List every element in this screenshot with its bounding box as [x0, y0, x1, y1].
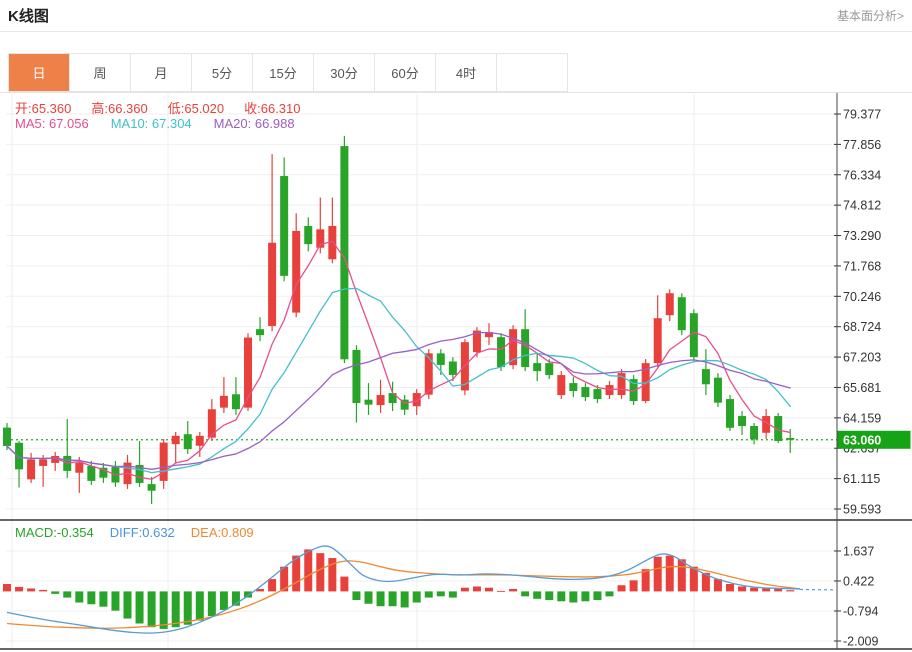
svg-text:70.246: 70.246 — [843, 290, 881, 304]
ma10-line — [7, 288, 790, 472]
svg-text:65.681: 65.681 — [843, 381, 881, 395]
svg-text:-2.009: -2.009 — [843, 635, 878, 649]
svg-text:64.159: 64.159 — [843, 411, 881, 425]
tab-5min[interactable]: 5分 — [192, 54, 253, 91]
tab-4hour[interactable]: 4时 — [436, 54, 497, 91]
svg-text:67.203: 67.203 — [843, 351, 881, 365]
tab-day[interactable]: 日 — [9, 54, 70, 91]
ohlc-low: 低:65.020 — [168, 98, 224, 117]
ma5-label: MA5: 67.056 — [15, 116, 89, 131]
svg-text:79.377: 79.377 — [843, 108, 881, 122]
ohlc-close: 收:66.310 — [244, 98, 300, 117]
macd-histogram — [3, 549, 794, 629]
macd-value: MACD:-0.354 — [15, 525, 94, 540]
svg-text:68.724: 68.724 — [843, 320, 881, 334]
ma-readout: MA5: 67.056 MA10: 67.304 MA20: 66.988 — [15, 116, 295, 131]
tab-15min[interactable]: 15分 — [253, 54, 314, 91]
kline-chart-panel: 79.377 77.856 76.334 74.812 73.290 71.768 70.2… — [0, 92, 912, 652]
svg-text:74.812: 74.812 — [843, 199, 881, 213]
ohlc-readout: 开:65.360 高:66.360 低:65.020 收:66.310 — [15, 98, 301, 117]
ohlc-high: 高:66.360 — [91, 98, 147, 117]
tabbar-filler — [497, 54, 567, 91]
svg-text:0.422: 0.422 — [843, 574, 874, 588]
ma20-label: MA20: 66.988 — [214, 116, 295, 131]
header: K线图 基本面分析> — [0, 0, 912, 32]
svg-text:1.637: 1.637 — [843, 544, 874, 558]
svg-text:63.060: 63.060 — [843, 433, 881, 447]
tab-week[interactable]: 周 — [70, 54, 131, 91]
candlesticks — [3, 136, 794, 504]
svg-text:-0.794: -0.794 — [843, 605, 878, 619]
page-title: K线图 — [8, 5, 49, 26]
price-grid-and-axis: 79.377 77.856 76.334 74.812 73.290 71.768 70.2… — [6, 108, 881, 517]
svg-text:73.290: 73.290 — [843, 229, 881, 243]
svg-text:59.593: 59.593 — [843, 503, 881, 517]
ma5-line — [7, 241, 790, 479]
dea-value: DEA:0.809 — [191, 525, 254, 540]
svg-text:71.768: 71.768 — [843, 259, 881, 273]
ma10-label: MA10: 67.304 — [111, 116, 192, 131]
diff-value: DIFF:0.632 — [110, 525, 175, 540]
tab-month[interactable]: 月 — [131, 54, 192, 91]
macd-readout: MACD:-0.354 DIFF:0.632 DEA:0.809 — [15, 525, 254, 540]
svg-text:61.115: 61.115 — [843, 472, 880, 486]
svg-text:77.856: 77.856 — [843, 138, 881, 152]
fundamental-analysis-link[interactable]: 基本面分析> — [837, 7, 904, 24]
kline-chart-canvas[interactable]: 79.377 77.856 76.334 74.812 73.290 71.768 70.2… — [0, 93, 912, 652]
svg-text:76.334: 76.334 — [843, 168, 881, 182]
tab-60min[interactable]: 60分 — [375, 54, 436, 91]
current-price-badge: 63.060 — [838, 431, 911, 449]
ma20-line — [7, 332, 790, 469]
tab-30min[interactable]: 30分 — [314, 54, 375, 91]
ohlc-open: 开:65.360 — [15, 98, 71, 117]
